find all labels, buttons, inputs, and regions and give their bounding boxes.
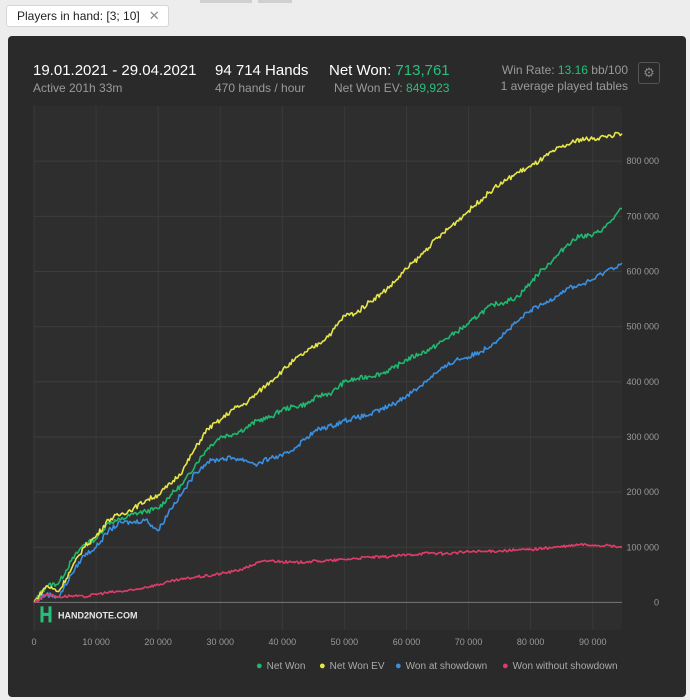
tables-played: 1 average played tables (500, 79, 628, 93)
date-range: 19.01.2021 - 29.04.2021 (33, 62, 197, 79)
x-tick-label: 20 000 (144, 637, 172, 647)
net-won-label: Net Won: (329, 62, 392, 79)
series-line-net-won-ev (33, 131, 623, 603)
net-won-ev: Net Won EV: 849,923 (334, 81, 449, 95)
net-won-ev-label: Net Won EV: (334, 81, 403, 95)
legend-label: Net Won EV (329, 661, 385, 672)
y-tick-label: 100 000 (626, 542, 659, 552)
net-won: Net Won: 713,761 (329, 62, 450, 79)
series-line-net-won (33, 207, 623, 603)
net-won-value: 713,761 (395, 62, 450, 79)
close-icon[interactable]: ✕ (148, 8, 160, 23)
x-tick-label: 80 000 (517, 637, 545, 647)
y-tick-label: 700 000 (626, 211, 659, 221)
hands-count: 94 714 Hands (215, 62, 309, 79)
win-rate: Win Rate: 13.16 bb/100 (502, 63, 628, 77)
legend-dot-icon: ● (395, 660, 402, 672)
hands-rate: 470 hands / hour (215, 81, 306, 95)
tab-strip-edge (258, 0, 292, 3)
win-rate-unit: bb/100 (591, 63, 628, 77)
y-tick-label: 600 000 (626, 266, 659, 276)
gear-icon[interactable]: ⚙ (638, 62, 660, 84)
chart-svg: 0 100 000 200 000 300 000 400 000 500 000 600 … (31, 106, 659, 647)
legend-item[interactable]: ● Net Won EV (319, 660, 385, 672)
x-tick-label: 10 000 (82, 637, 110, 647)
x-tick-label: 60 000 (393, 637, 421, 647)
net-won-ev-value: 849,923 (406, 81, 450, 95)
y-tick-label: 800 000 (626, 156, 659, 166)
y-tick-label: 0 (654, 597, 659, 607)
legend-item[interactable]: ● Net Won (256, 660, 305, 672)
active-time: Active 201h 33m (33, 81, 123, 95)
filter-tag-label: Players in hand: [3; 10] (17, 9, 140, 23)
legend-label: Won without showdown (512, 661, 618, 672)
y-tick-label: 200 000 (626, 487, 659, 497)
x-tick-label: 90 000 (579, 637, 607, 647)
y-tick-label: 500 000 (626, 322, 659, 332)
win-rate-label: Win Rate: (501, 63, 555, 77)
legend-item[interactable]: ● Won at showdown (395, 660, 487, 672)
legend-label: Net Won (266, 661, 306, 672)
legend-dot-icon: ● (256, 660, 263, 672)
watermark-logo (40, 606, 52, 623)
x-tick-label: 40 000 (269, 637, 297, 647)
y-tick-label: 400 000 (626, 377, 659, 387)
series-line-won-at-showdown (33, 262, 623, 604)
x-tick-label: 70 000 (455, 637, 483, 647)
legend-dot-icon: ● (319, 660, 326, 672)
y-tick-label: 300 000 (626, 432, 659, 442)
tab-strip-edge (200, 0, 252, 3)
watermark-text: HAND2NOTE.COM (58, 610, 138, 620)
win-rate-value: 13.16 (557, 63, 588, 77)
series-line-won-without-showdown (33, 542, 623, 604)
legend-label: Won at showdown (405, 661, 488, 672)
chart-panel: 19.01.2021 - 29.04.2021 Active 201h 33m … (8, 36, 686, 697)
x-tick-label: 50 000 (331, 637, 359, 647)
legend-dot-icon: ● (502, 660, 509, 672)
logo-icon (40, 606, 52, 623)
x-tick-label: 0 (31, 637, 36, 647)
x-tick-label: 30 000 (206, 637, 234, 647)
plot-area (34, 106, 622, 630)
filter-tag[interactable]: Players in hand: [3; 10] ✕ (6, 5, 169, 27)
legend-item[interactable]: ● Won without showdown (502, 660, 618, 672)
